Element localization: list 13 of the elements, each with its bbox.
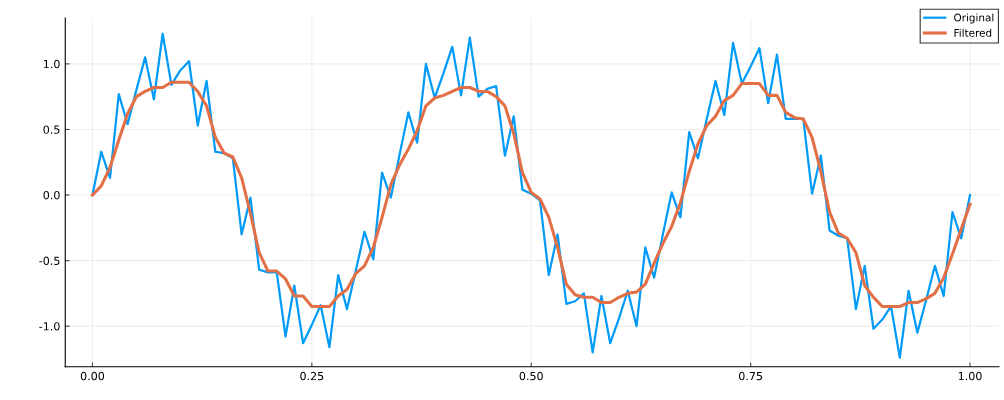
y-tick-label: -1.0 — [39, 322, 60, 331]
line-series — [90, 80, 972, 309]
legend-label: Original — [954, 13, 994, 24]
x-tick-label: 0.25 — [300, 371, 324, 381]
x-tick-label: 0.50 — [519, 371, 543, 381]
legend-label: Filtered — [954, 28, 992, 37]
x-tick-label: 0.00 — [80, 371, 105, 381]
y-tick-label: 0.5 — [43, 125, 60, 134]
x-tick-label: 0.75 — [738, 371, 763, 381]
y-tick-label: -0.5 — [39, 256, 60, 265]
y-tick-label: 0.0 — [43, 191, 60, 200]
x-tick-label: 1.00 — [958, 371, 982, 381]
y-tick-label: 1.0 — [43, 59, 60, 69]
